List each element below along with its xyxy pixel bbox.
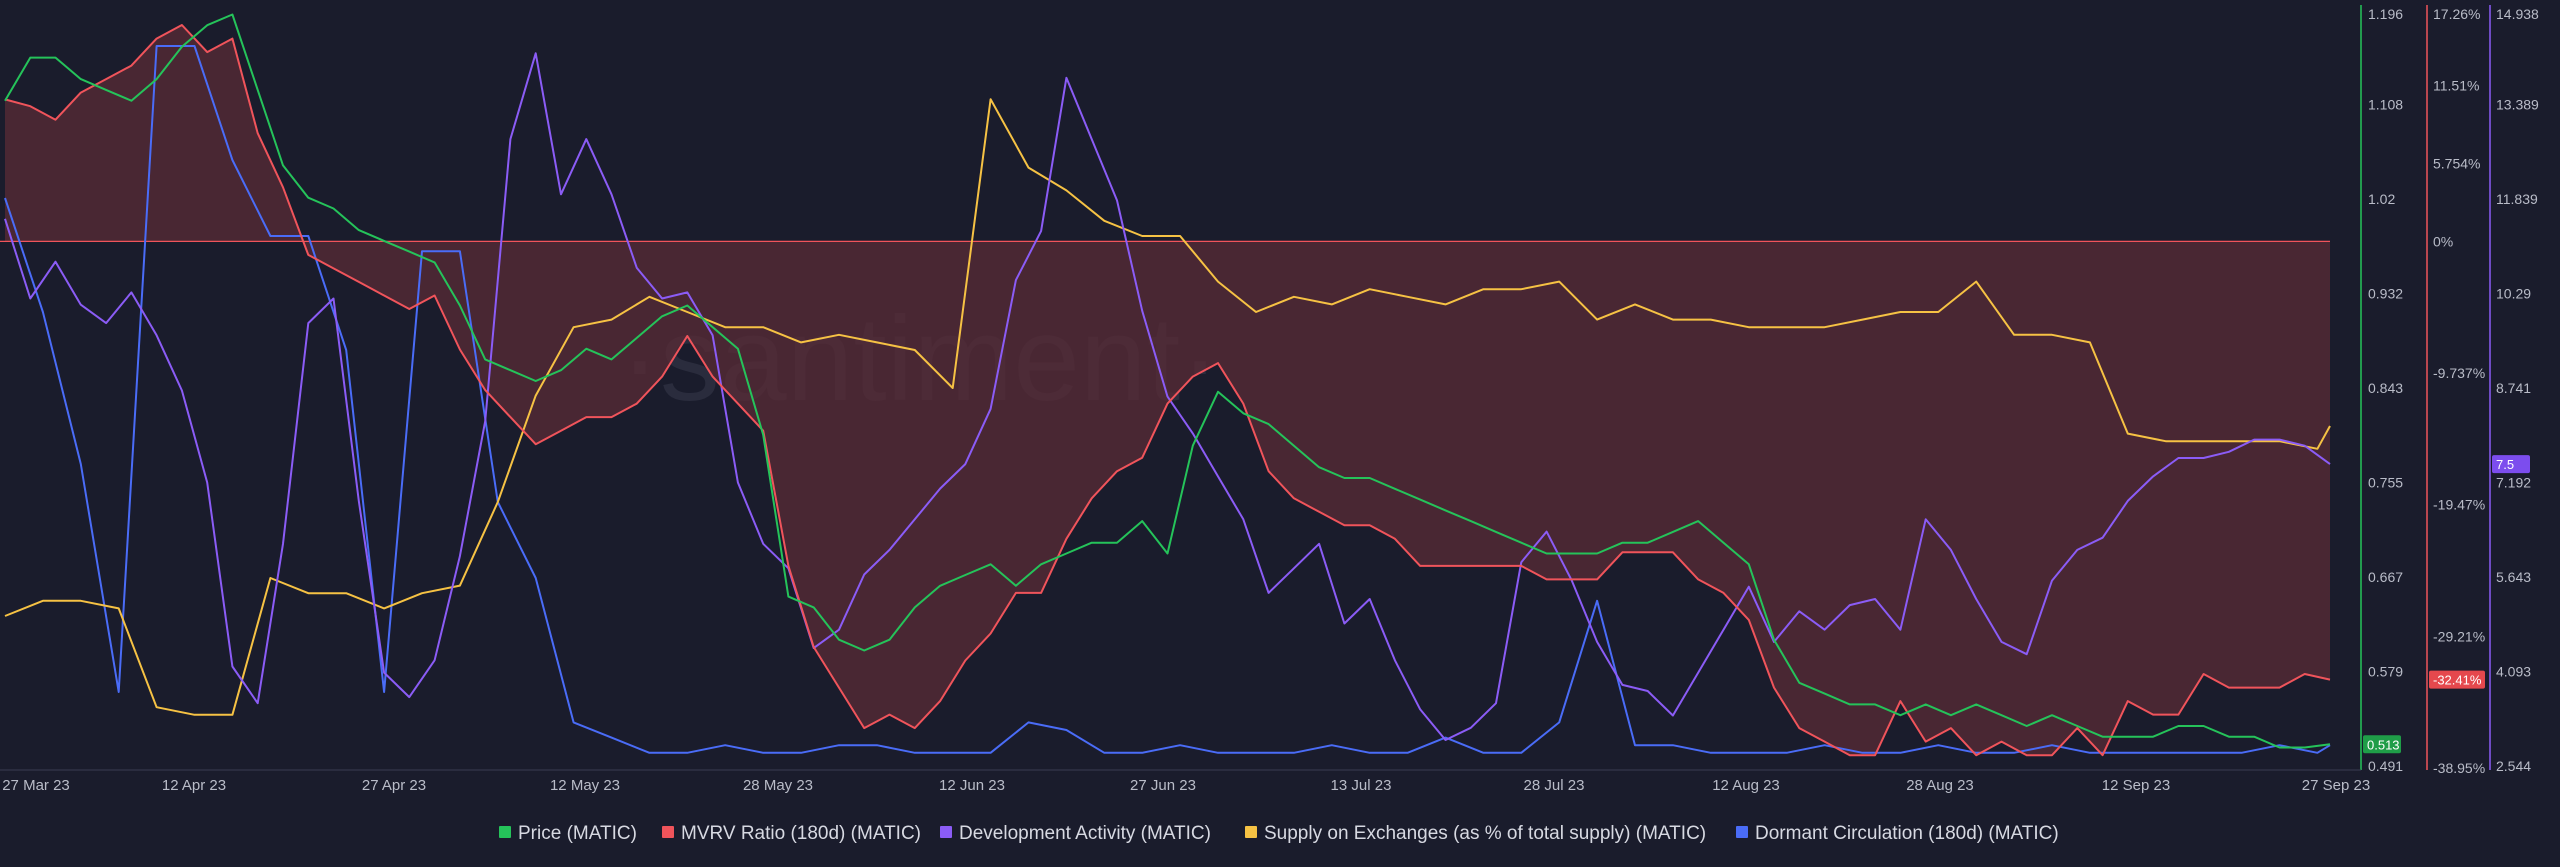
dev-tick-label: 11.839: [2496, 191, 2538, 207]
dormant-legend-swatch: [1736, 826, 1748, 838]
supply-legend-label[interactable]: Supply on Exchanges (as % of total suppl…: [1264, 823, 1706, 844]
dev-tick-label: 7.192: [2496, 475, 2531, 491]
price-legend-label[interactable]: Price (MATIC): [518, 823, 637, 844]
mvrv-tick-label: 17.26%: [2433, 6, 2480, 22]
x-tick-label: 28 May 23: [743, 777, 813, 794]
mvrv-tick-label: 5.754%: [2433, 156, 2480, 172]
price-tick-label: 0.932: [2368, 286, 2403, 302]
dev-value-badge: [2492, 455, 2530, 474]
mvrv-value-badge-text: -32.41%: [2433, 673, 2482, 688]
dev-tick-label: 14.938: [2496, 6, 2539, 22]
price-value-badge: [2363, 735, 2401, 754]
x-tick-label: 12 Apr 23: [162, 777, 226, 794]
mvrv-area-fill: [5, 25, 2330, 756]
dev-tick-label: 4.093: [2496, 664, 2531, 680]
x-tick-label: 12 May 23: [550, 777, 620, 794]
dormant-legend-label[interactable]: Dormant Circulation (180d) (MATIC): [1755, 823, 2059, 844]
price-tick-label: 0.667: [2368, 569, 2403, 585]
x-tick-label: 27 Apr 23: [362, 777, 426, 794]
price-tick-label: 1.02: [2368, 191, 2395, 207]
dev-value-badge-text: 7.5: [2496, 457, 2514, 472]
x-tick-label: 12 Sep 23: [2102, 777, 2170, 794]
mvrv-series-line: [4, 24, 2331, 757]
supply-legend-swatch: [1245, 826, 1257, 838]
price-tick-label: 0.579: [2368, 664, 2403, 680]
supply-series-line: [4, 98, 2331, 716]
x-tick-label: 28 Aug 23: [1906, 777, 1974, 794]
mvrv-value-badge: [2429, 670, 2485, 689]
mvrv-tick-label: -19.47%: [2433, 497, 2485, 513]
dev-tick-label: 13.389: [2496, 97, 2539, 113]
price-tick-label: 1.108: [2368, 97, 2403, 113]
price-tick-label: 0.491: [2368, 758, 2403, 774]
price-series-line: [4, 13, 2331, 749]
price-tick-label: 1.196: [2368, 6, 2403, 22]
mvrv-tick-label: -38.95%: [2433, 760, 2485, 776]
x-tick-label: 13 Jul 23: [1331, 777, 1392, 794]
price-legend-swatch: [499, 826, 511, 838]
mvrv-legend-label[interactable]: MVRV Ratio (180d) (MATIC): [681, 823, 921, 844]
x-tick-label: 12 Aug 23: [1712, 777, 1780, 794]
price-value-badge-text: 0.513: [2367, 737, 2400, 752]
x-tick-label: 27 Jun 23: [1130, 777, 1196, 794]
dev-series-line: [4, 52, 2331, 741]
dev-legend-swatch: [940, 826, 952, 838]
dev-tick-label: 2.544: [2496, 758, 2531, 774]
mvrv-tick-label: -9.737%: [2433, 365, 2485, 381]
price-tick-label: 0.755: [2368, 475, 2403, 491]
dev-tick-label: 8.741: [2496, 380, 2531, 396]
dev-tick-label: 10.29: [2496, 286, 2531, 302]
price-tick-label: 0.843: [2368, 380, 2403, 396]
mvrv-tick-label: 11.51%: [2433, 78, 2479, 94]
x-tick-label: 28 Jul 23: [1524, 777, 1585, 794]
mvrv-tick-label: -29.21%: [2433, 628, 2485, 644]
x-tick-label: 12 Jun 23: [939, 777, 1005, 794]
dev-tick-label: 5.643: [2496, 569, 2531, 585]
x-tick-label: 27 Sep 23: [2302, 777, 2370, 794]
dormant-series-line: [4, 45, 2331, 754]
mvrv-tick-label: 0%: [2433, 233, 2453, 249]
mvrv-legend-swatch: [662, 826, 674, 838]
x-tick-label: 27 Mar 23: [2, 777, 70, 794]
dev-legend-label[interactable]: Development Activity (MATIC): [959, 823, 1211, 844]
